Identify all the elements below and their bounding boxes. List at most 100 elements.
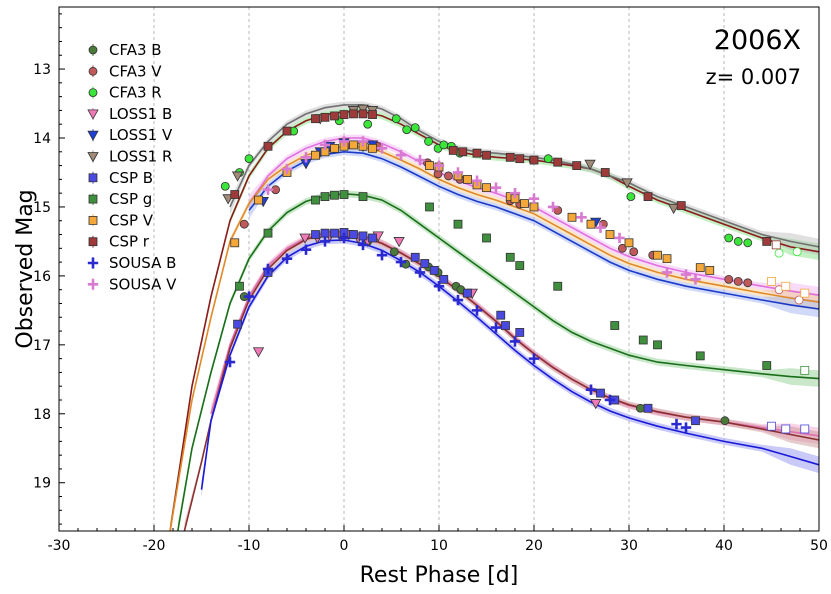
data-point [230,238,240,248]
data-point [439,274,449,284]
data-point [543,154,553,164]
data-point [792,247,802,257]
data-point [547,201,559,213]
data-point [626,192,636,202]
y-axis-label: Observed Mag [13,189,38,348]
data-point [444,171,453,181]
data-point [433,160,445,171]
data-point [463,288,472,298]
data-point [230,190,240,199]
data-point [472,148,482,158]
legend-marker [87,257,99,269]
x-tick-label: 40 [715,538,733,554]
data-point [471,305,483,316]
data-point [357,136,369,147]
data-point [794,295,804,305]
data-point [767,277,776,286]
data-point [452,167,464,178]
legend-label: SOUSA V [109,275,177,293]
object-name-label: 2006X [714,25,801,56]
legend-label: CSP g [109,190,152,208]
data-point [691,416,700,426]
x-tick-label: 10 [430,538,448,554]
data-point [515,328,525,337]
data-point [638,335,648,345]
data-point [629,247,639,257]
data-point [338,136,350,147]
data-point [667,203,680,215]
data-point [676,201,686,210]
data-point [743,238,753,248]
data-point [724,233,734,243]
x-tick-label: -10 [238,538,261,554]
legend-label: CFA3 R [109,84,162,102]
model-curve [248,150,820,310]
data-point [263,141,273,151]
data-point [553,157,563,167]
data-point [448,146,458,155]
data-point [262,263,274,275]
data-point [338,232,350,244]
data-point [733,237,743,246]
data-point [410,252,420,262]
data-point [695,351,705,361]
data-point [621,178,633,189]
data-point [567,212,577,222]
data-point [395,256,407,268]
data-point [358,192,368,202]
y-tick-label: 14 [33,131,51,147]
data-point [402,125,412,135]
data-point [319,236,331,247]
legend-marker [88,45,98,55]
data-point [509,336,521,347]
data-point [358,109,368,119]
data-point [357,239,369,251]
data-point [339,110,349,119]
data-point [391,114,401,124]
data-point [482,150,491,160]
data-point [662,254,672,264]
legend-marker [88,215,98,225]
data-point [496,310,506,320]
data-point [410,123,420,133]
data-point [584,159,596,171]
data-point [429,265,439,275]
data-point [243,291,255,302]
data-point [239,219,249,229]
data-point [349,230,358,239]
data-point [528,193,540,204]
data-point [233,319,243,329]
data-point [661,267,673,278]
data-point [376,250,388,261]
model-curve [200,239,820,490]
data-point [420,259,430,268]
data-point [590,399,602,410]
data-point [771,240,781,250]
data-point [349,109,358,119]
legend-marker [88,88,98,97]
data-point [595,222,606,233]
data-point [320,228,330,238]
data-point [393,237,405,248]
data-point [774,248,784,258]
data-point [515,154,525,164]
legend-marker [87,109,99,120]
data-point [389,247,399,257]
x-tick-label: -30 [48,538,71,554]
data-point [490,322,502,333]
data-point [458,147,468,157]
data-point [643,192,653,202]
x-tick-label: 50 [810,538,828,554]
data-point [572,161,582,170]
data-point [643,403,653,413]
legend-label: LOSS1 V [109,126,173,144]
data-point [482,233,491,243]
x-axis-label: Rest Phase [d] [360,563,519,588]
data-point [585,384,597,395]
data-point [800,365,810,375]
data-point [281,253,293,264]
data-point [311,114,320,124]
data-point [614,232,625,244]
data-point [509,187,521,199]
